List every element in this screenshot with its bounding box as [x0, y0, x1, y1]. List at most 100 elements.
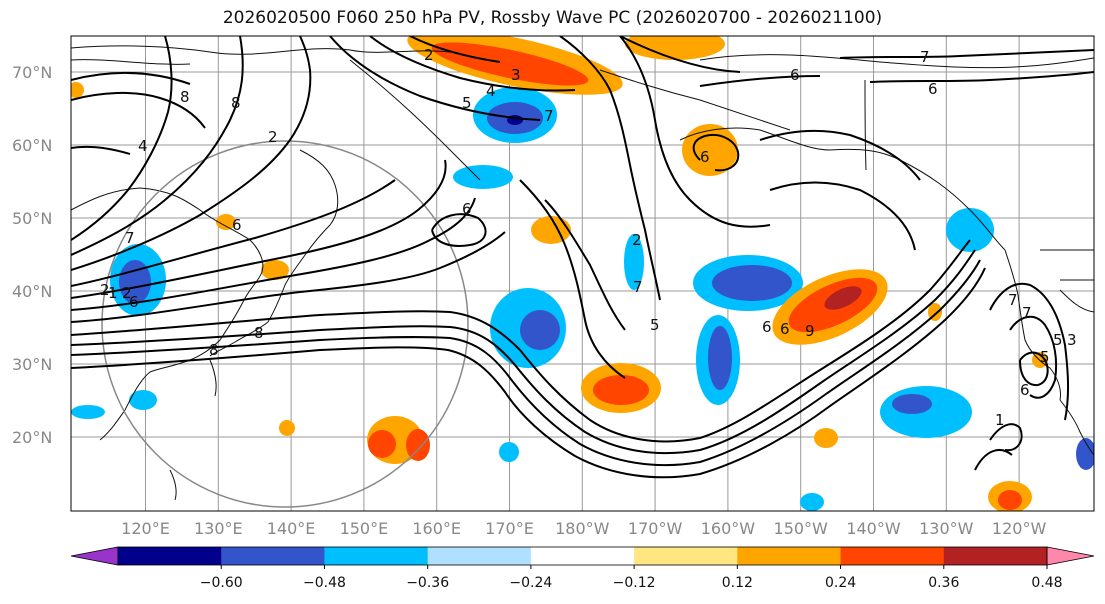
anomaly-blob: [814, 428, 838, 448]
contour-label: 5: [462, 94, 472, 112]
contour-label: 2: [122, 284, 132, 302]
contour-label: 7: [633, 278, 643, 296]
lon-label: 170°E: [485, 519, 534, 538]
anomaly-blob: [593, 375, 649, 405]
positive-anomalies: [71, 36, 1048, 511]
anomaly-blob: [499, 442, 519, 462]
colorbar-tick-label: 0.48: [1031, 575, 1062, 591]
anomaly-blob: [71, 405, 105, 419]
colorbar-segment: [118, 547, 222, 565]
pv-contours: [71, 36, 1094, 479]
colorbar-tick-label: −0.12: [613, 575, 656, 591]
contour-label: 1: [995, 411, 1005, 429]
contour-label: 1: [108, 284, 118, 302]
colorbar-segment: [840, 547, 945, 565]
anomaly-blob: [946, 208, 994, 252]
colorbar-tick-label: −0.60: [200, 575, 243, 591]
contour-label: 5: [1040, 348, 1050, 366]
contour-label: 8: [180, 88, 190, 106]
colorbar-segment: [221, 547, 325, 565]
contour-label: 8: [209, 341, 219, 359]
contour-label: 6: [700, 148, 710, 166]
colorbar-segment: [530, 547, 635, 565]
contour-label: 6: [790, 66, 800, 84]
anomaly-blob: [800, 493, 824, 511]
anomaly-blob: [453, 165, 513, 189]
lon-label: 140°W: [846, 519, 901, 538]
contour-label: 6: [129, 293, 139, 311]
colorbar-tick-label: 0.12: [722, 575, 753, 591]
anomaly-blob: [998, 490, 1022, 510]
lon-label: 160°E: [412, 519, 461, 538]
contour-label: 4: [486, 82, 496, 100]
colorbar-segment: [324, 547, 429, 565]
colorbar-tick-label: −0.24: [509, 575, 552, 591]
contour-label: 9: [805, 322, 815, 340]
lon-label: 180°W: [555, 519, 610, 538]
colorbar-border: [117, 546, 1048, 566]
contour-label: 3: [511, 66, 521, 84]
anomaly-blob: [880, 386, 972, 438]
anomaly-blob: [71, 82, 84, 98]
contour-label: 6: [232, 216, 242, 234]
anomaly-blob: [261, 260, 289, 280]
colorbar-segment: [737, 547, 842, 565]
colorbar-tick-label: 0.36: [928, 575, 959, 591]
lon-label: 140°E: [267, 519, 316, 538]
contour-label: 2: [268, 128, 278, 146]
lon-label: 130°E: [194, 519, 243, 538]
anomaly-blob: [431, 42, 589, 86]
contour-label: 5: [650, 316, 660, 334]
contour-label: 3: [578, 6, 588, 24]
lon-label: 150°W: [774, 519, 829, 538]
lat-label: 70°N: [12, 63, 52, 82]
lat-label: 40°N: [12, 282, 52, 301]
lon-label: 120°W: [992, 519, 1047, 538]
contour-label: 7: [920, 48, 930, 66]
contour-label: 7: [1022, 304, 1032, 322]
anomaly-blob: [712, 265, 792, 301]
contour-label: 7: [544, 107, 554, 125]
anomaly-blob: [279, 420, 295, 436]
colorbar-extend-low: [70, 546, 119, 566]
anomaly-blob: [624, 234, 644, 290]
phase-circle: [101, 140, 469, 508]
contour-label: 5: [1053, 331, 1063, 349]
anomaly-blob: [216, 214, 236, 230]
colorbar: −0.60 −0.48 −0.36 −0.24 −0.12 0.12 0.24 0.36 0.4…: [70, 546, 1095, 591]
contour-label: 2: [100, 281, 110, 299]
lon-axis: 120°E 130°E 140°E 150°E 160°E 170°E 180°W 170°W…: [121, 519, 1046, 538]
contour-label: 6: [780, 320, 790, 338]
colorbar-extend-high: [1046, 546, 1095, 566]
anomaly-blob: [406, 429, 430, 461]
contour-label: 7: [125, 229, 135, 247]
colorbar-tick-label: −0.36: [406, 575, 449, 591]
lon-label: 160°W: [701, 519, 756, 538]
anomaly-blob: [625, 36, 725, 60]
anomaly-blob: [531, 216, 571, 244]
colorbar-tick-label: −0.48: [303, 575, 346, 591]
anomaly-blob: [1076, 438, 1094, 470]
lat-label: 30°N: [12, 355, 52, 374]
lat-label: 60°N: [12, 136, 52, 155]
contour-label: 2: [424, 46, 434, 64]
lon-label: 120°E: [121, 519, 170, 538]
lon-label: 130°W: [919, 519, 974, 538]
contour-label: 8: [231, 94, 241, 112]
contour-label: 4: [138, 137, 148, 155]
contour-label: 6: [762, 318, 772, 336]
map-title: 2026020500 F060 250 hPa PV, Rossby Wave …: [222, 8, 883, 28]
anomaly-blob: [129, 390, 157, 410]
contour-label: 6: [928, 80, 938, 98]
lat-label: 50°N: [12, 209, 52, 228]
contour-label: 2: [632, 231, 642, 249]
anomaly-blob: [119, 260, 151, 304]
anomaly-blob: [892, 394, 932, 414]
colorbar-segment: [943, 547, 1048, 565]
anomaly-blob: [824, 286, 862, 310]
anomaly-blob: [520, 310, 560, 350]
map-frame: [70, 35, 1095, 512]
colorbar-segment: [634, 547, 738, 565]
anomaly-blob: [368, 430, 396, 458]
